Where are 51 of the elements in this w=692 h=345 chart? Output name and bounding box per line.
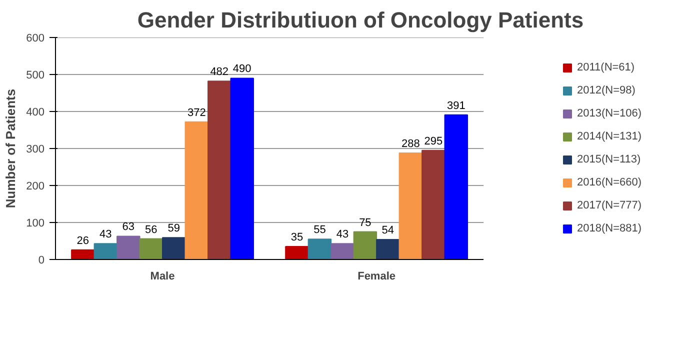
bar <box>94 243 118 260</box>
bar <box>208 80 232 260</box>
bar <box>444 114 468 260</box>
y-axis-title: Number of Patients <box>3 88 18 208</box>
x-tick-label: Male <box>150 270 175 282</box>
y-tick-label: 300 <box>26 144 45 156</box>
bar <box>162 237 186 260</box>
bar <box>285 246 309 260</box>
y-tick-label: 500 <box>26 70 45 82</box>
data-label: 26 <box>76 234 90 247</box>
bar <box>230 78 254 260</box>
bar <box>422 150 446 260</box>
y-tick-label: 200 <box>26 180 45 192</box>
data-label: 43 <box>336 228 349 241</box>
bar <box>139 238 164 260</box>
data-label: 288 <box>401 138 420 150</box>
y-tick-label: 600 <box>26 32 45 44</box>
data-label: 75 <box>359 216 372 229</box>
y-tick-label: 0 <box>38 254 45 266</box>
legend-label: 2013(N=106) <box>577 108 643 120</box>
legend-label: 2018(N=881) <box>577 222 643 234</box>
y-tick-label: 400 <box>26 106 45 118</box>
data-label: 55 <box>314 224 326 236</box>
bar <box>398 152 423 260</box>
legend-label: 2015(N=113) <box>577 154 642 166</box>
bar <box>376 239 400 260</box>
legend-label: 2012(N=98) <box>577 84 636 96</box>
data-label: 35 <box>290 232 304 244</box>
bar <box>116 236 140 260</box>
data-label: 56 <box>145 224 158 236</box>
chart-title: Gender Distributiuon of Oncology Patients <box>137 8 584 32</box>
x-tick-label: Female <box>358 270 396 282</box>
data-label: 372 <box>187 106 206 119</box>
data-label: 295 <box>424 135 443 148</box>
data-label: 391 <box>446 100 466 112</box>
data-label: 63 <box>122 221 135 234</box>
y-tick-label: 100 <box>26 218 45 230</box>
data-label: 490 <box>232 63 252 76</box>
data-label: 43 <box>100 228 112 241</box>
bar <box>308 238 332 260</box>
bar <box>184 121 208 260</box>
legend-label: 2017(N=777) <box>577 200 643 212</box>
legend-label: 2011(N=61) <box>577 62 636 74</box>
bar <box>71 249 95 260</box>
data-label: 59 <box>168 222 180 235</box>
bar <box>353 231 378 260</box>
data-label: 482 <box>210 66 229 78</box>
bar <box>330 243 354 260</box>
legend-label: 2014(N=131) <box>577 130 643 142</box>
data-label: 54 <box>382 224 394 237</box>
legend-label: 2016(N=660) <box>577 176 643 188</box>
